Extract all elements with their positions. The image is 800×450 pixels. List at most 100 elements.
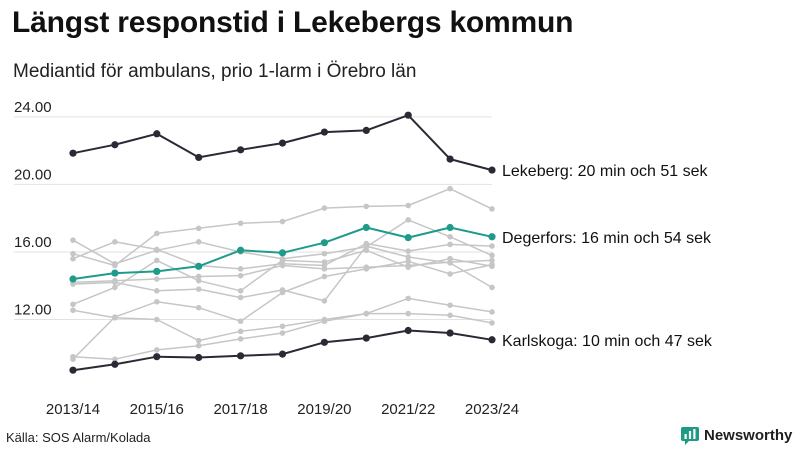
data-point: [237, 146, 245, 154]
data-point: [404, 326, 412, 335]
data-point: [488, 233, 496, 241]
data-point: [446, 223, 454, 232]
data-point: [70, 307, 76, 314]
data-point: [70, 255, 76, 262]
data-point: [321, 205, 328, 211]
data-point: [320, 338, 328, 346]
data-point: [489, 243, 495, 249]
data-point: [405, 310, 412, 317]
data-point: [154, 347, 160, 353]
data-point: [488, 336, 496, 344]
data-point: [321, 250, 328, 257]
data-point: [153, 353, 161, 361]
series-end-label: Karlskoga: 10 min och 47 sek: [502, 333, 713, 350]
data-point: [279, 218, 286, 225]
data-point: [489, 261, 495, 268]
data-point: [237, 272, 244, 279]
data-point: [362, 223, 370, 232]
data-point: [237, 336, 244, 342]
data-point: [447, 185, 453, 192]
data-point: [154, 276, 160, 282]
data-point: [279, 323, 286, 330]
data-point: [488, 166, 496, 174]
data-point: [195, 225, 202, 232]
data-point: [405, 202, 412, 209]
brand-logo: Newsworthy: [680, 425, 792, 445]
series-end-label: Degerfors: 16 min och 54 sek: [502, 230, 712, 247]
data-point: [112, 260, 118, 267]
data-point: [154, 298, 160, 305]
data-point: [195, 353, 203, 362]
data-point: [195, 153, 203, 162]
data-point: [405, 217, 412, 223]
data-point: [70, 250, 76, 257]
data-point: [111, 141, 119, 149]
data-point: [363, 266, 370, 272]
data-point: [405, 254, 412, 260]
data-point: [321, 266, 328, 272]
x-tick-label: 2013/14: [46, 401, 100, 418]
x-tick-label: 2019/20: [297, 401, 351, 418]
data-point: [405, 262, 412, 269]
data-point: [112, 277, 118, 284]
data-point: [278, 249, 287, 257]
data-point: [279, 262, 286, 269]
y-tick-label: 20.00: [14, 166, 52, 183]
source-note: Källa: SOS Alarm/Kolada: [6, 430, 151, 445]
data-point: [447, 241, 453, 248]
data-point: [195, 239, 202, 245]
data-point: [154, 246, 160, 253]
data-point: [154, 288, 160, 294]
series-end-label: Lekeberg: 20 min och 51 sek: [502, 163, 708, 180]
data-point: [195, 337, 202, 344]
data-point: [70, 237, 76, 243]
newsworthy-logo-icon: [681, 427, 699, 445]
data-point: [489, 309, 495, 315]
x-tick-label: 2017/18: [213, 401, 267, 418]
brand-name: Newsworthy: [704, 426, 793, 444]
data-point: [405, 248, 412, 254]
data-point: [112, 239, 118, 245]
data-point: [112, 284, 118, 291]
data-point: [69, 366, 77, 374]
data-point: [154, 257, 160, 264]
data-point: [404, 111, 412, 119]
x-tick-label: 2015/16: [130, 401, 184, 418]
data-point: [447, 312, 453, 319]
data-point: [321, 259, 328, 265]
data-point: [153, 267, 161, 275]
y-tick-label: 12.00: [14, 302, 52, 319]
series-line: [72, 329, 493, 372]
data-point: [405, 295, 412, 302]
data-point: [446, 155, 454, 163]
data-point: [362, 126, 370, 134]
data-point: [321, 318, 328, 325]
data-point: [195, 277, 202, 284]
data-point: [70, 353, 76, 360]
data-point: [195, 273, 202, 280]
data-point: [489, 257, 495, 264]
data-point: [321, 273, 328, 280]
data-point: [237, 294, 244, 301]
x-tick-label: 2021/22: [381, 401, 435, 418]
y-tick-label: 16.00: [14, 234, 52, 251]
data-point: [489, 320, 495, 326]
data-point: [404, 234, 412, 242]
data-point: [195, 342, 202, 349]
y-tick-label: 24.00: [14, 99, 52, 116]
data-point: [447, 271, 453, 277]
data-point: [195, 304, 202, 311]
data-point: [237, 288, 244, 294]
data-point: [154, 316, 160, 323]
x-tick-label: 2023/24: [465, 401, 519, 418]
data-point: [363, 203, 370, 210]
data-point: [279, 330, 286, 336]
data-point: [195, 286, 202, 292]
data-point: [237, 266, 244, 272]
data-point: [69, 149, 77, 157]
data-point: [489, 252, 495, 259]
data-point: [320, 239, 328, 247]
data-point: [195, 262, 203, 270]
data-point: [320, 128, 328, 136]
data-point: [489, 284, 495, 291]
